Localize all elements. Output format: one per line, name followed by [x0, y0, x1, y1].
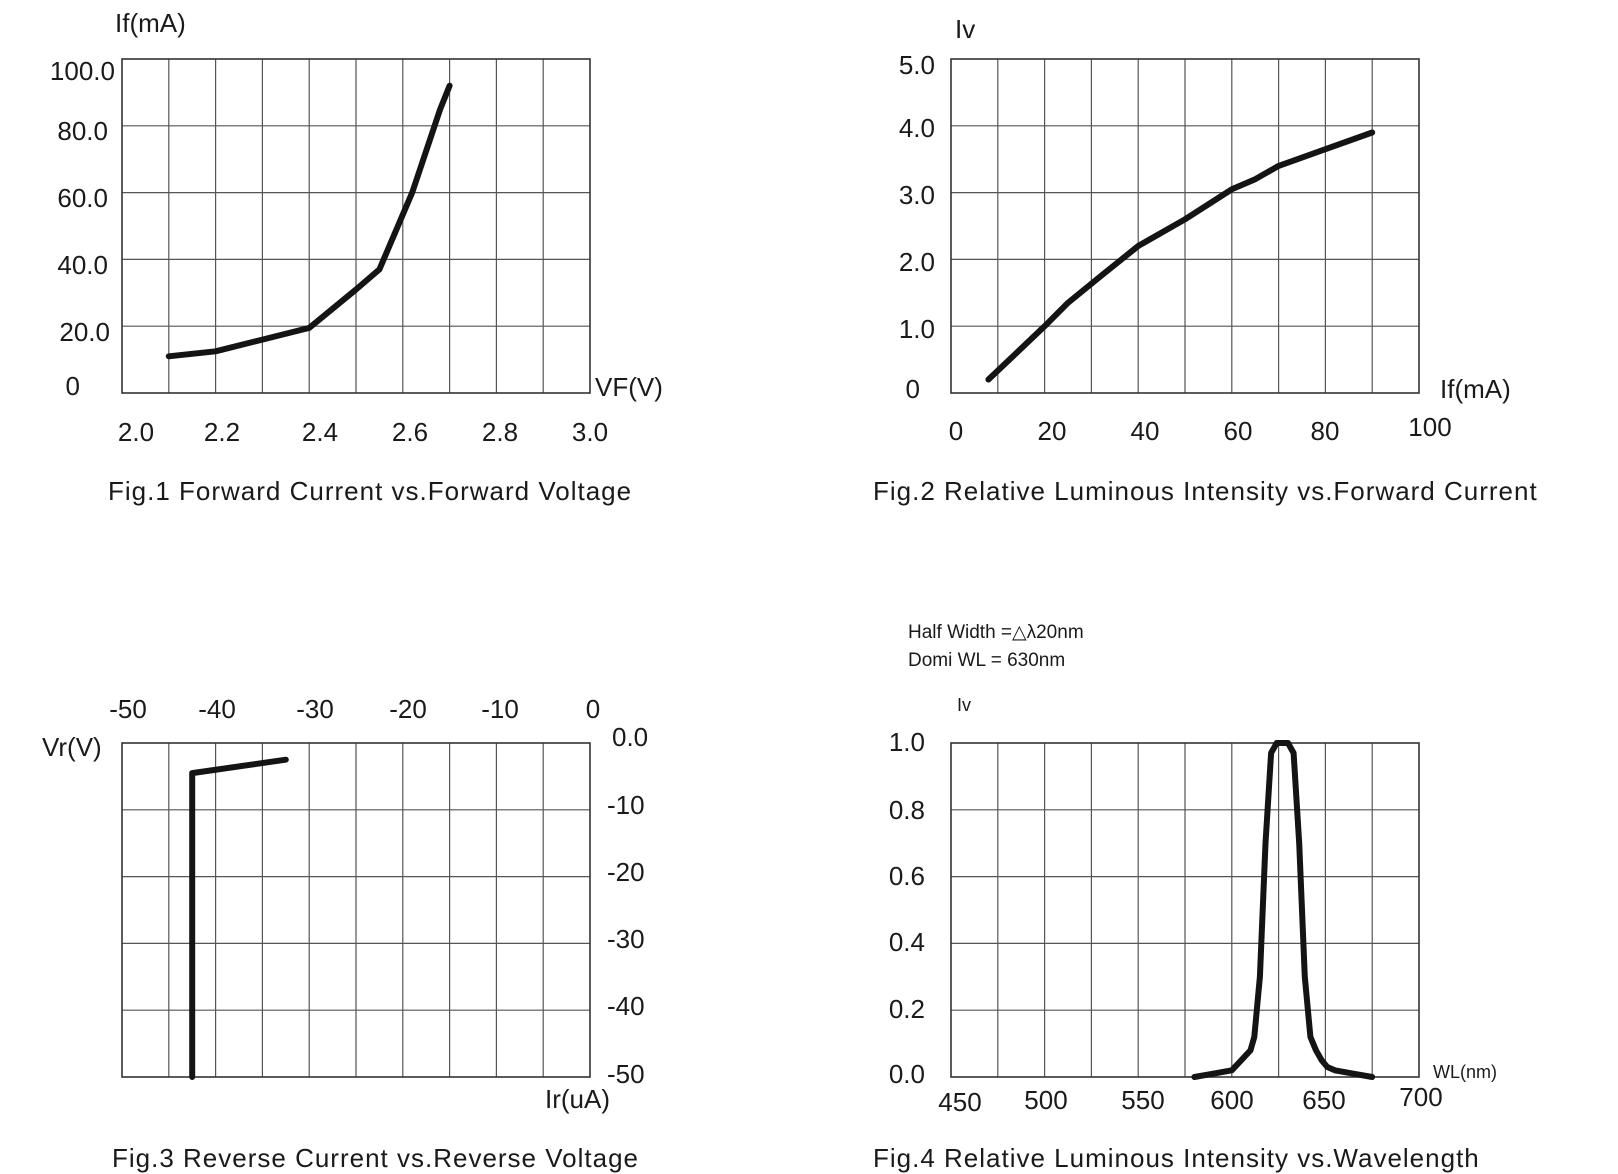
fig1-xtick-2: 2.4 [302, 417, 338, 447]
fig1-chart: If(mA) VF(V) 0 20.0 40.0 60.0 80.0 100.0… [50, 8, 663, 506]
fig4-ytick-5: 1.0 [889, 727, 925, 757]
fig1-ytick-0: 0 [66, 371, 80, 401]
fig2-series-line [985, 129, 1376, 383]
fig2-xtick-5: 100 [1408, 412, 1451, 442]
fig4-xtick-0: 450 [938, 1087, 981, 1117]
fig1-series-line [165, 82, 453, 360]
fig3-series-line [189, 756, 289, 1080]
fig3-xtick-4: -10 [481, 694, 519, 724]
fig4-series-line [1191, 740, 1376, 1080]
fig3-ytick-0: -50 [607, 1059, 645, 1089]
fig2-xtick-4: 80 [1311, 416, 1340, 446]
fig2-ytick-1: 1.0 [899, 314, 935, 344]
fig2-chart: Iv If(mA) 0 1.0 2.0 3.0 4.0 5.0 0 20 40 … [873, 14, 1538, 506]
fig3-ytick-2: -30 [607, 924, 645, 954]
fig3-xtick-3: -20 [389, 694, 427, 724]
fig2-ytick-2: 2.0 [899, 247, 935, 277]
fig4-plot-frame [950, 742, 1420, 1078]
fig2-xtick-1: 20 [1038, 416, 1067, 446]
fig1-xtick-3: 2.6 [392, 417, 428, 447]
fig1-xlabel: VF(V) [595, 372, 663, 402]
fig3-xtick-1: -40 [198, 694, 236, 724]
fig4-ytick-4: 0.8 [889, 795, 925, 825]
fig3-xtick-2: -30 [296, 694, 334, 724]
fig1-grid [121, 58, 591, 394]
fig3-xtick-5: 0 [586, 694, 600, 724]
fig4-ylabel: Iv [957, 695, 971, 715]
fig4-xtick-4: 650 [1302, 1085, 1345, 1115]
fig1-xtick-4: 2.8 [482, 417, 518, 447]
fig2-plot-frame [950, 58, 1420, 394]
fig1-xtick-0: 2.0 [118, 417, 154, 447]
fig2-grid [950, 58, 1420, 394]
fig3-grid [121, 742, 591, 1078]
fig3-plot-frame [121, 742, 591, 1078]
fig1-xtick-1: 2.2 [204, 417, 240, 447]
fig4-caption: Fig.4 Relative Luminous Intensity vs.Wav… [873, 1143, 1480, 1173]
fig2-caption: Fig.2 Relative Luminous Intensity vs.For… [873, 476, 1538, 506]
fig3-chart: Vr(V) Ir(uA) -50 -40 -30 -20 -10 0 0.0 -… [42, 694, 648, 1173]
fig4-chart: Half Width =△λ20nm Domi WL = 630nm Iv WL… [873, 622, 1497, 1173]
fig4-ytick-3: 0.6 [889, 861, 925, 891]
fig3-xtick-0: -50 [109, 694, 147, 724]
fig4-grid [950, 742, 1420, 1078]
fig4-xtick-3: 600 [1210, 1085, 1253, 1115]
fig4-xtick-1: 500 [1024, 1085, 1067, 1115]
fig3-ytick-4: -10 [607, 790, 645, 820]
fig4-ytick-2: 0.4 [889, 927, 925, 957]
fig2-xtick-0: 0 [949, 416, 963, 446]
fig3-ytick-1: -40 [607, 991, 645, 1021]
fig3-xlabel: Ir(uA) [545, 1084, 610, 1114]
fig1-ytick-4: 80.0 [57, 116, 108, 146]
fig4-xtick-5: 700 [1399, 1082, 1442, 1112]
fig2-ytick-0: 0 [906, 374, 920, 404]
fig3-ytick-5: 0.0 [612, 722, 648, 752]
fig3-ylabel: Vr(V) [42, 732, 102, 762]
fig2-ytick-4: 4.0 [899, 113, 935, 143]
fig4-xlabel: WL(nm) [1433, 1062, 1497, 1082]
fig1-ytick-3: 60.0 [57, 183, 108, 213]
fig1-ytick-1: 20.0 [59, 317, 110, 347]
fig4-xtick-2: 550 [1121, 1085, 1164, 1115]
fig4-annotation-domiwl: Domi WL = 630nm [908, 650, 1065, 671]
fig2-ytick-5: 5.0 [899, 50, 935, 80]
fig1-ytick-5: 100.0 [50, 56, 115, 86]
fig2-xtick-3: 60 [1224, 416, 1253, 446]
fig2-xtick-2: 40 [1131, 416, 1160, 446]
fig3-caption: Fig.3 Reverse Current vs.Reverse Voltage [112, 1143, 639, 1173]
fig3-ytick-3: -20 [607, 857, 645, 887]
fig1-xtick-5: 3.0 [572, 417, 608, 447]
fig1-ytick-2: 40.0 [57, 250, 108, 280]
fig2-ylabel: Iv [955, 14, 975, 44]
fig1-plot-frame [121, 58, 591, 394]
fig2-xlabel: If(mA) [1440, 374, 1511, 404]
fig2-ytick-3: 3.0 [899, 180, 935, 210]
fig4-annotation-halfwidth: Half Width =△λ20nm [908, 622, 1084, 643]
fig4-ytick-1: 0.2 [889, 994, 925, 1024]
fig1-caption: Fig.1 Forward Current vs.Forward Voltage [108, 476, 632, 506]
fig4-ytick-0: 0.0 [889, 1059, 925, 1089]
fig1-ylabel: If(mA) [115, 8, 186, 38]
